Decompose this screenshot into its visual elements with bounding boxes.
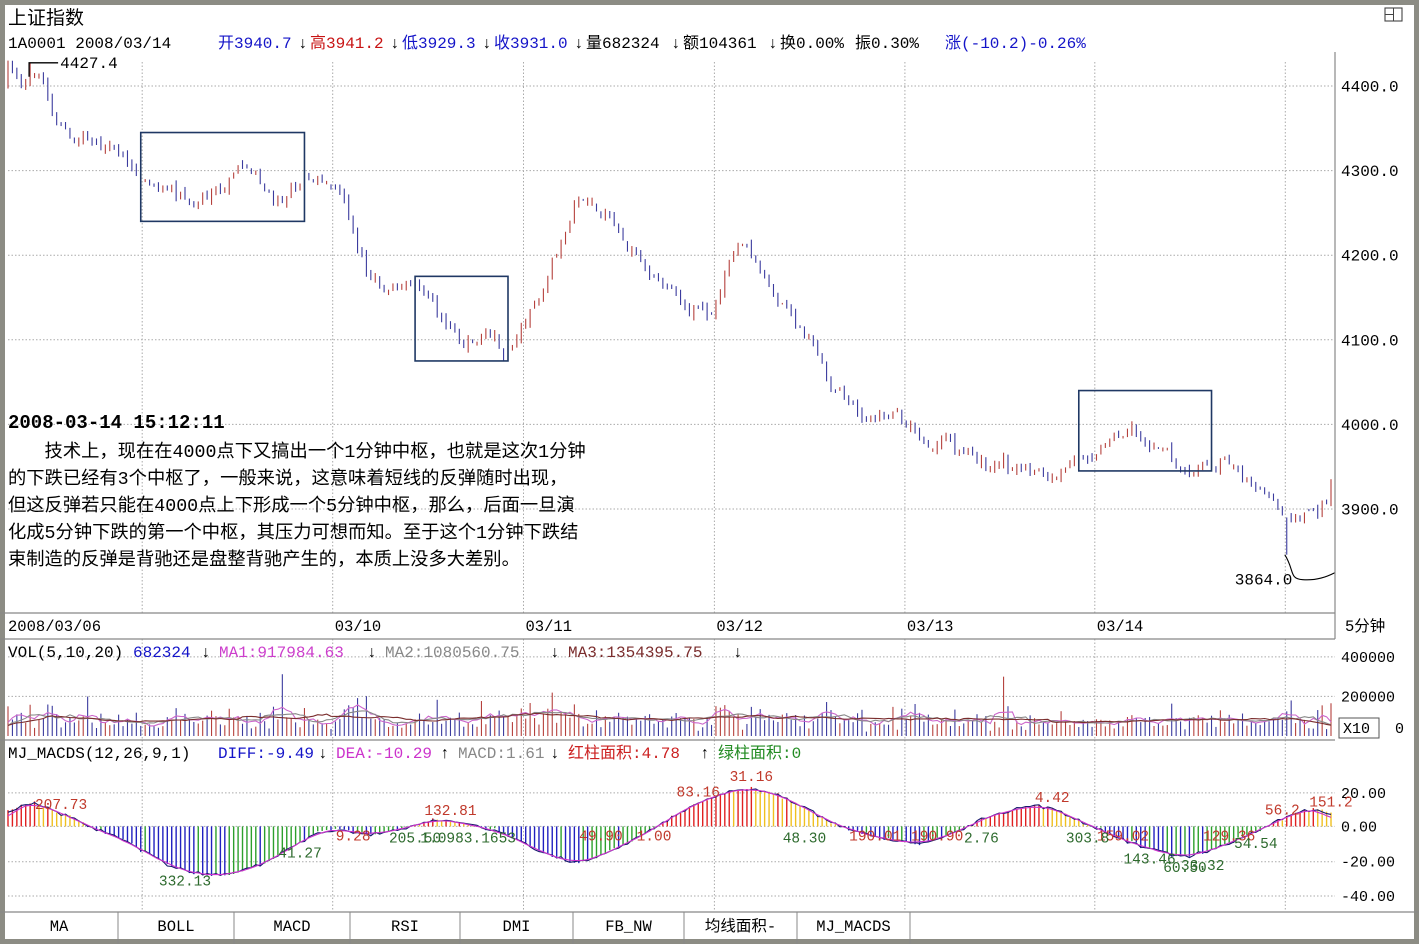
svg-text:200000: 200000: [1341, 689, 1395, 706]
svg-text:量682324: 量682324: [586, 35, 660, 53]
svg-text:↓: ↓: [733, 644, 743, 662]
svg-text:0.00: 0.00: [1341, 819, 1377, 836]
svg-text:03/13: 03/13: [907, 618, 954, 636]
svg-text:均线面积-: 均线面积-: [705, 917, 776, 936]
svg-text:MA2:1080560.75: MA2:1080560.75: [385, 644, 519, 662]
svg-text:151.2: 151.2: [1309, 796, 1353, 812]
svg-text:5分钟: 5分钟: [1345, 617, 1385, 636]
svg-text:开3940.7: 开3940.7: [218, 35, 292, 53]
svg-text:X10: X10: [1343, 721, 1370, 738]
svg-text:03/10: 03/10: [335, 618, 382, 636]
svg-text:↓: ↓: [298, 35, 308, 53]
svg-text:RSI: RSI: [391, 918, 419, 936]
svg-text:682324: 682324: [133, 644, 191, 662]
svg-text:绿柱面积:0: 绿柱面积:0: [718, 744, 801, 763]
svg-text:涨(-10.2)-0.26%: 涨(-10.2)-0.26%: [945, 34, 1086, 53]
svg-text:↓: ↓: [768, 35, 778, 53]
svg-text:400000: 400000: [1341, 650, 1395, 667]
svg-text:VOL(5,10,20): VOL(5,10,20): [8, 644, 123, 662]
svg-text:54.54: 54.54: [1234, 837, 1278, 853]
svg-text:MJ_MACDS(12,26,9,1): MJ_MACDS(12,26,9,1): [8, 745, 190, 763]
svg-text:31.16: 31.16: [730, 770, 774, 786]
svg-text:190.90: 190.90: [911, 829, 963, 845]
svg-text:4000.0: 4000.0: [1341, 417, 1399, 435]
svg-text:低3929.3: 低3929.3: [402, 34, 476, 53]
svg-text:4200.0: 4200.0: [1341, 248, 1399, 266]
svg-text:-20.00: -20.00: [1341, 855, 1395, 872]
svg-text:束制造的反弹是背驰还是盘整背驰产生的，本质上没多大差别。: 束制造的反弹是背驰还是盘整背驰产生的，本质上没多大差别。: [8, 549, 520, 571]
svg-text:48.30: 48.30: [783, 831, 827, 847]
svg-text:FB_NW: FB_NW: [605, 918, 652, 936]
svg-text:↓: ↓: [201, 644, 211, 662]
svg-text:↓: ↓: [574, 35, 584, 53]
svg-text:0: 0: [1395, 721, 1404, 738]
svg-text:132.81: 132.81: [424, 804, 476, 820]
svg-text:↓: ↓: [550, 644, 560, 662]
svg-text:↑: ↑: [440, 745, 450, 763]
svg-text:2008-03-14 15:12:11: 2008-03-14 15:12:11: [8, 412, 225, 434]
svg-text:上证指数: 上证指数: [8, 7, 84, 30]
svg-text:MA3:1354395.75: MA3:1354395.75: [568, 644, 702, 662]
svg-text:但这反弹若只能在4000点上下形成一个5分钟中枢，那么，后面: 但这反弹若只能在4000点上下形成一个5分钟中枢，那么，后面一旦演: [8, 495, 575, 517]
svg-text:↓: ↓: [482, 35, 492, 53]
svg-text:56.2: 56.2: [1265, 803, 1300, 819]
svg-text:3864.0: 3864.0: [1235, 572, 1293, 590]
svg-text:振0.30%: 振0.30%: [855, 34, 919, 53]
svg-text:41.27: 41.27: [278, 847, 322, 863]
svg-text:化成5分钟下跌的第一个中枢，其压力可想而知。至于这个1分钟下: 化成5分钟下跌的第一个中枢，其压力可想而知。至于这个1分钟下跌结: [8, 522, 578, 544]
svg-text:03/14: 03/14: [1097, 618, 1144, 636]
svg-text:4300.0: 4300.0: [1341, 163, 1399, 181]
svg-text:3900.0: 3900.0: [1341, 502, 1399, 520]
svg-text:收3931.0: 收3931.0: [494, 34, 568, 53]
svg-text:↓: ↓: [390, 35, 400, 53]
svg-text:MA1:917984.63: MA1:917984.63: [219, 644, 344, 662]
svg-text:33.32: 33.32: [1181, 859, 1225, 875]
svg-text:↓: ↓: [367, 644, 377, 662]
svg-text:303.8: 303.8: [1066, 831, 1110, 847]
svg-text:2.76: 2.76: [964, 831, 999, 847]
svg-text:49.90: 49.90: [579, 829, 623, 845]
svg-text:2008/03/06: 2008/03/06: [8, 618, 101, 636]
svg-text:额104361: 额104361: [683, 34, 757, 53]
svg-text:高3941.2: 高3941.2: [310, 34, 384, 53]
svg-text:红柱面积:4.78: 红柱面积:4.78: [568, 744, 680, 763]
svg-text:9.28: 9.28: [336, 829, 371, 845]
svg-text:1.0983.1653: 1.0983.1653: [420, 831, 516, 847]
svg-text:↓: ↓: [671, 35, 681, 53]
svg-text:1.00: 1.00: [637, 829, 672, 845]
svg-text:↓: ↓: [318, 745, 328, 763]
svg-text:↑: ↑: [700, 745, 710, 763]
svg-text:-40.00: -40.00: [1341, 889, 1395, 906]
svg-text:83.16: 83.16: [677, 786, 721, 802]
svg-text:MA: MA: [50, 918, 69, 936]
svg-text:换0.00%: 换0.00%: [780, 34, 844, 53]
svg-text:190.01: 190.01: [849, 829, 901, 845]
svg-text:DIFF:-9.49: DIFF:-9.49: [218, 745, 314, 763]
svg-text:4400.0: 4400.0: [1341, 79, 1399, 97]
svg-text:的下跌已经有3个中枢了，一般来说，这意味着短线的反弹随时出现: 的下跌已经有3个中枢了，一般来说，这意味着短线的反弹随时出现，: [8, 468, 567, 490]
svg-text:MJ_MACDS: MJ_MACDS: [816, 918, 890, 936]
svg-text:MACD: MACD: [273, 918, 310, 936]
svg-text:03/12: 03/12: [716, 618, 763, 636]
svg-text:MACD:1.61: MACD:1.61: [458, 745, 544, 763]
svg-text:DMI: DMI: [503, 918, 531, 936]
svg-text:4100.0: 4100.0: [1341, 332, 1399, 350]
svg-text:DEA:-10.29: DEA:-10.29: [336, 745, 432, 763]
svg-text:4427.4: 4427.4: [60, 55, 118, 73]
svg-text:技术上，现在在4000点下又搞出一个1分钟中枢，也就是这次1: 技术上，现在在4000点下又搞出一个1分钟中枢，也就是这次1分钟: [8, 441, 586, 463]
svg-text:332.13: 332.13: [159, 874, 211, 890]
svg-text:↓: ↓: [550, 745, 560, 763]
svg-text:1A0001 2008/03/14: 1A0001 2008/03/14: [8, 35, 171, 53]
svg-text:BOLL: BOLL: [157, 918, 194, 936]
svg-text:03/11: 03/11: [526, 618, 573, 636]
svg-text:207.73: 207.73: [35, 798, 87, 814]
svg-text:4.42: 4.42: [1035, 791, 1070, 807]
